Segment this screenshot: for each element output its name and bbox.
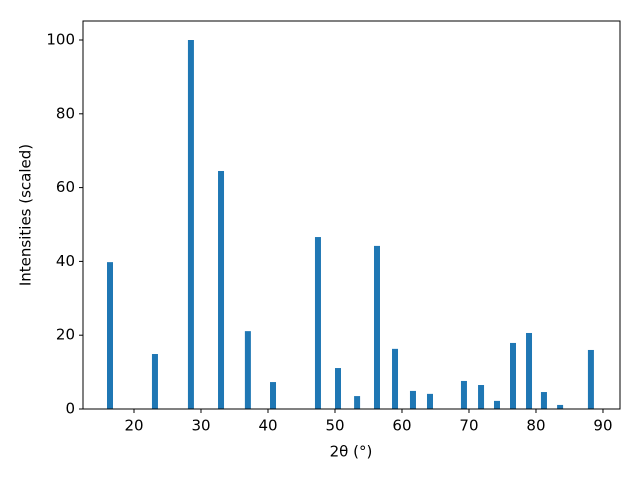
y-axis-label: Intensities (scaled)	[17, 144, 35, 286]
y-tick-label: 0	[65, 400, 75, 418]
x-tick-label: 60	[392, 417, 411, 435]
bar	[187, 40, 194, 410]
bar	[409, 390, 416, 409]
x-tick-label: 30	[191, 417, 210, 435]
bar	[244, 331, 251, 409]
bar	[218, 170, 225, 409]
bar	[107, 262, 114, 409]
bar	[587, 349, 594, 409]
x-tick-label: 40	[258, 417, 277, 435]
y-tick-label: 100	[46, 31, 75, 49]
bar	[270, 382, 277, 409]
x-tick-label: 50	[325, 417, 344, 435]
bar	[314, 237, 321, 409]
x-tick-label: 90	[593, 417, 612, 435]
x-tick-label: 80	[526, 417, 545, 435]
bar	[493, 400, 500, 409]
x-axis-label: 2θ (°)	[330, 443, 373, 461]
plot-frame	[82, 20, 621, 410]
bar	[510, 342, 517, 409]
bar	[478, 385, 485, 409]
bar	[460, 380, 467, 409]
bar	[354, 396, 361, 409]
y-tick-label: 40	[56, 252, 75, 270]
y-tick-label: 60	[56, 178, 75, 196]
bar	[557, 404, 564, 409]
bar	[526, 332, 533, 409]
bar	[334, 368, 341, 409]
x-tick-label: 20	[124, 417, 143, 435]
y-tick-label: 80	[56, 104, 75, 122]
bar	[151, 354, 158, 409]
y-tick-label: 20	[56, 326, 75, 344]
bar	[392, 348, 399, 409]
bar	[426, 393, 433, 409]
bar	[540, 392, 547, 409]
bar	[373, 245, 380, 409]
x-tick-label: 70	[459, 417, 478, 435]
